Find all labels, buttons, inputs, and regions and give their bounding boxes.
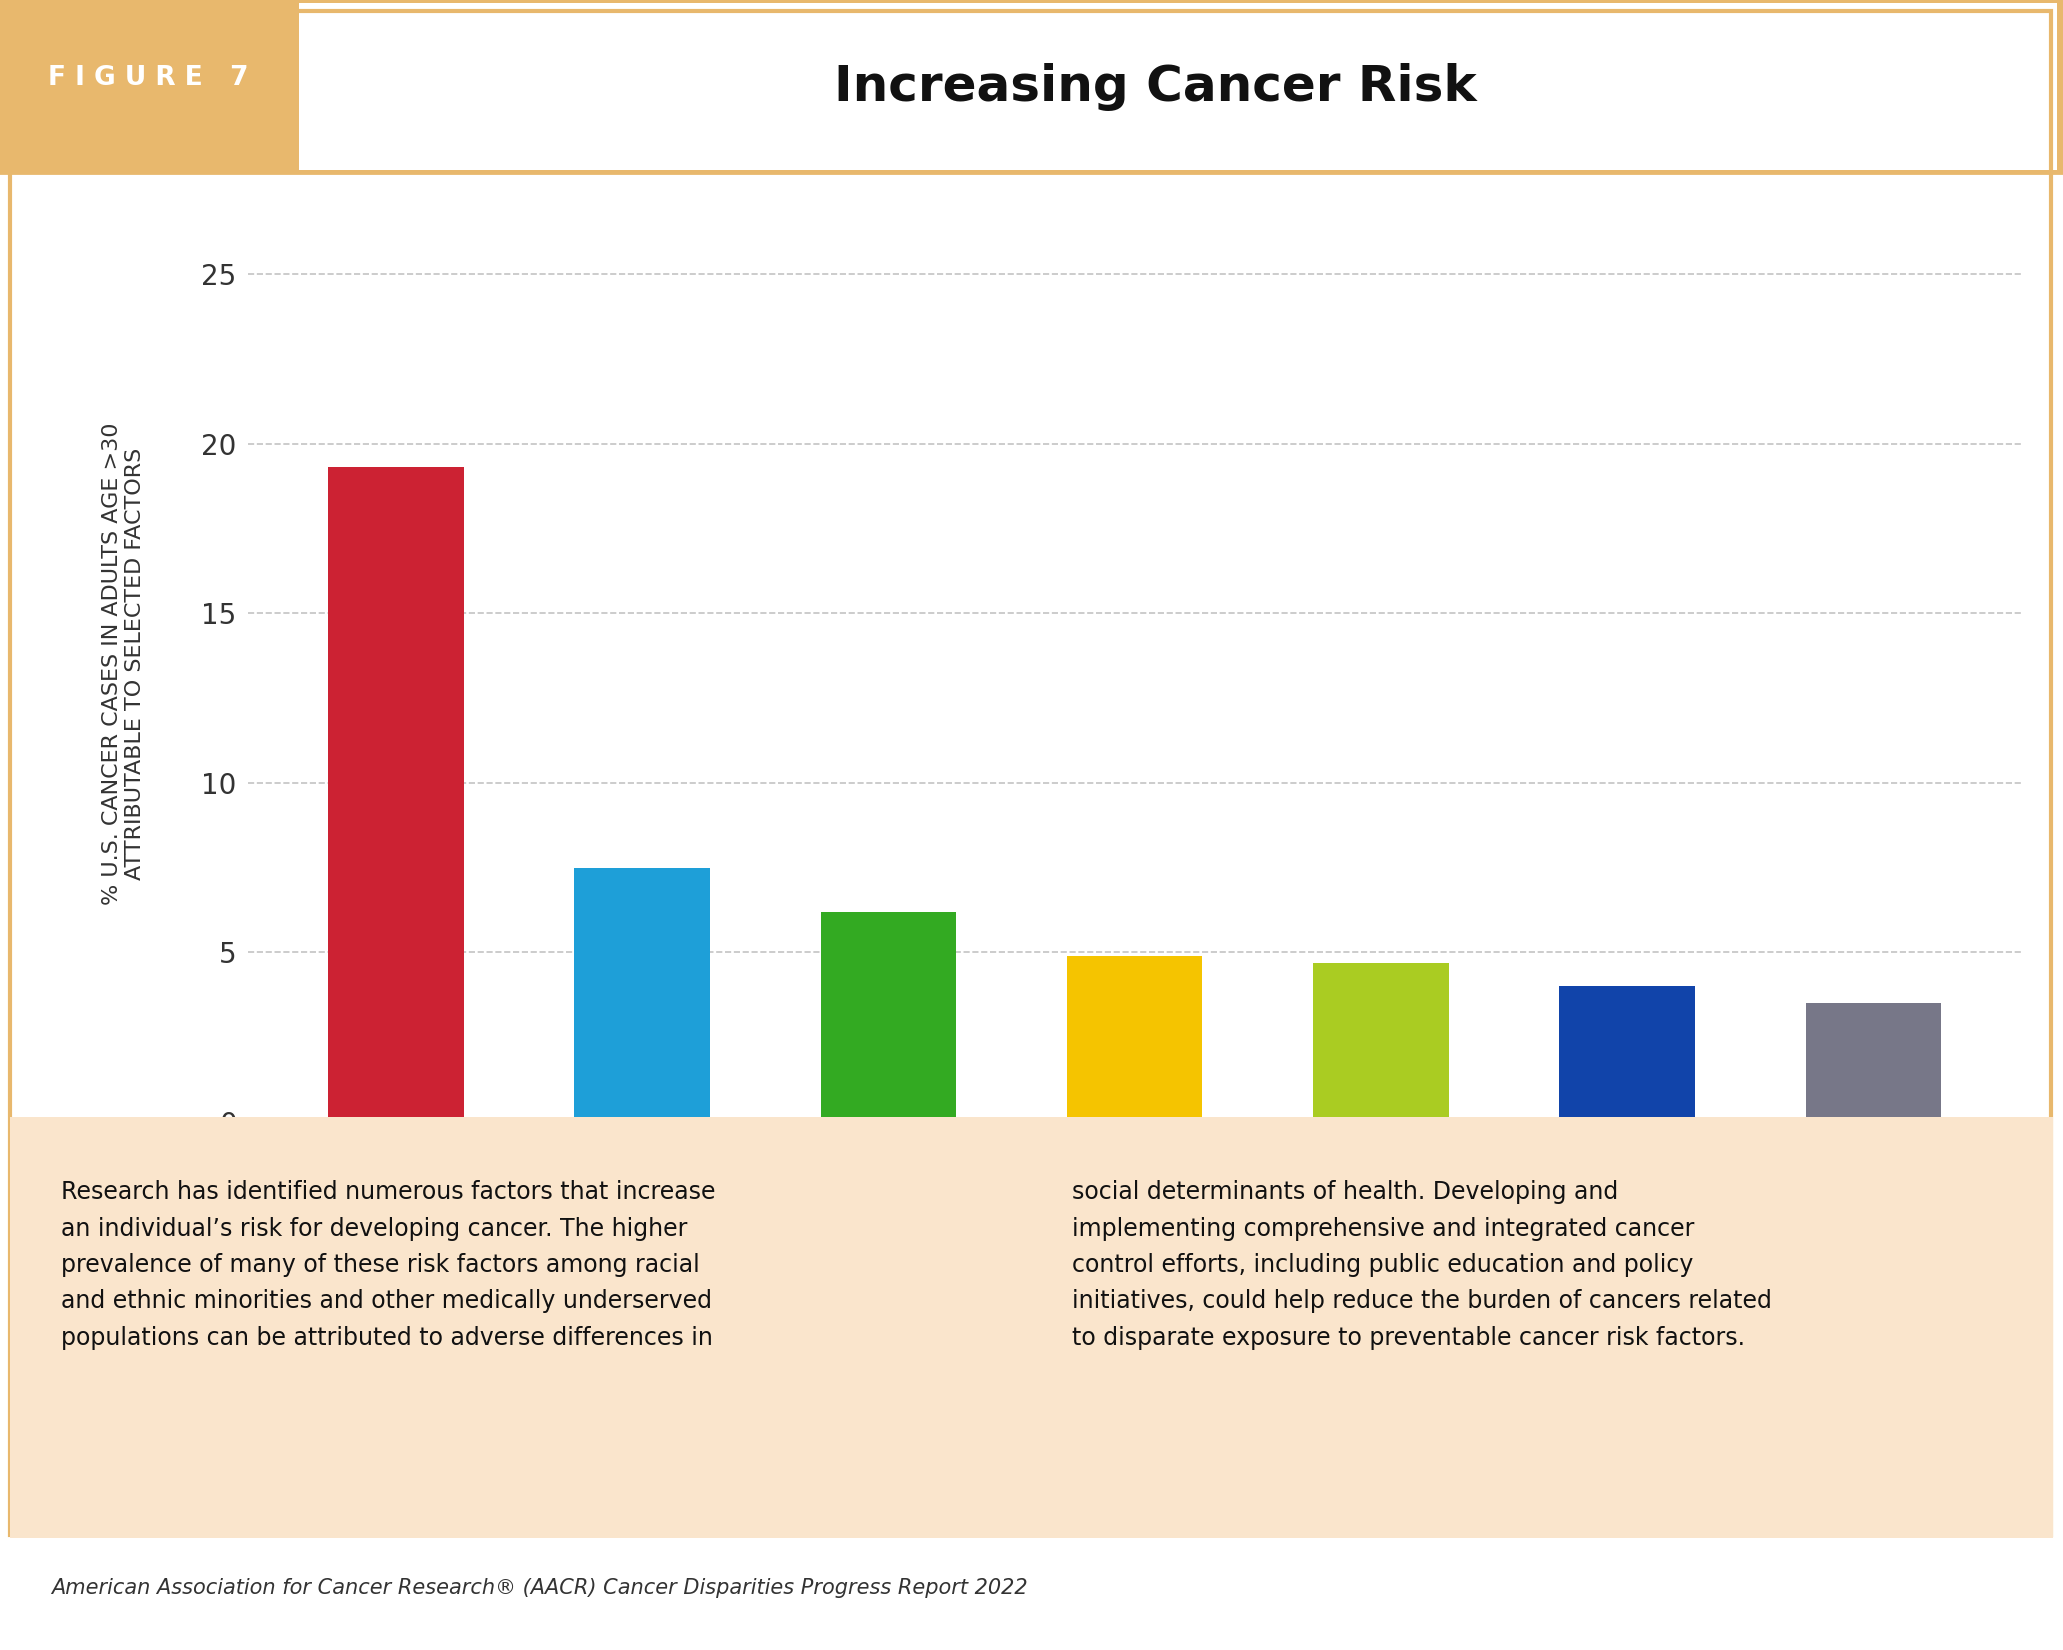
Bar <box>328 467 464 1122</box>
Bar <box>1805 1003 1941 1122</box>
FancyBboxPatch shape <box>10 1117 2053 1538</box>
Text: Research has identified numerous factors that increase
an individual’s risk for : Research has identified numerous factors… <box>62 1180 716 1350</box>
FancyBboxPatch shape <box>0 0 2063 173</box>
Bar <box>1314 962 1448 1122</box>
Bar <box>1560 987 1696 1122</box>
Text: American Association for Cancer Research® (AACR) Cancer Disparities Progress Rep: American Association for Cancer Research… <box>52 1579 1027 1599</box>
Text: F I G U R E   7: F I G U R E 7 <box>47 64 250 91</box>
Text: Increasing Cancer Risk: Increasing Cancer Risk <box>833 63 1477 111</box>
Text: % U.S. CANCER CASES IN ADULTS AGE >30
ATTRIBUTABLE TO SELECTED FACTORS: % U.S. CANCER CASES IN ADULTS AGE >30 AT… <box>103 422 144 906</box>
Text: social determinants of health. Developing and
implementing comprehensive and int: social determinants of health. Developin… <box>1073 1180 1772 1350</box>
Bar <box>821 912 955 1122</box>
Bar <box>1067 955 1203 1122</box>
FancyBboxPatch shape <box>299 3 2057 170</box>
Bar <box>574 868 710 1122</box>
